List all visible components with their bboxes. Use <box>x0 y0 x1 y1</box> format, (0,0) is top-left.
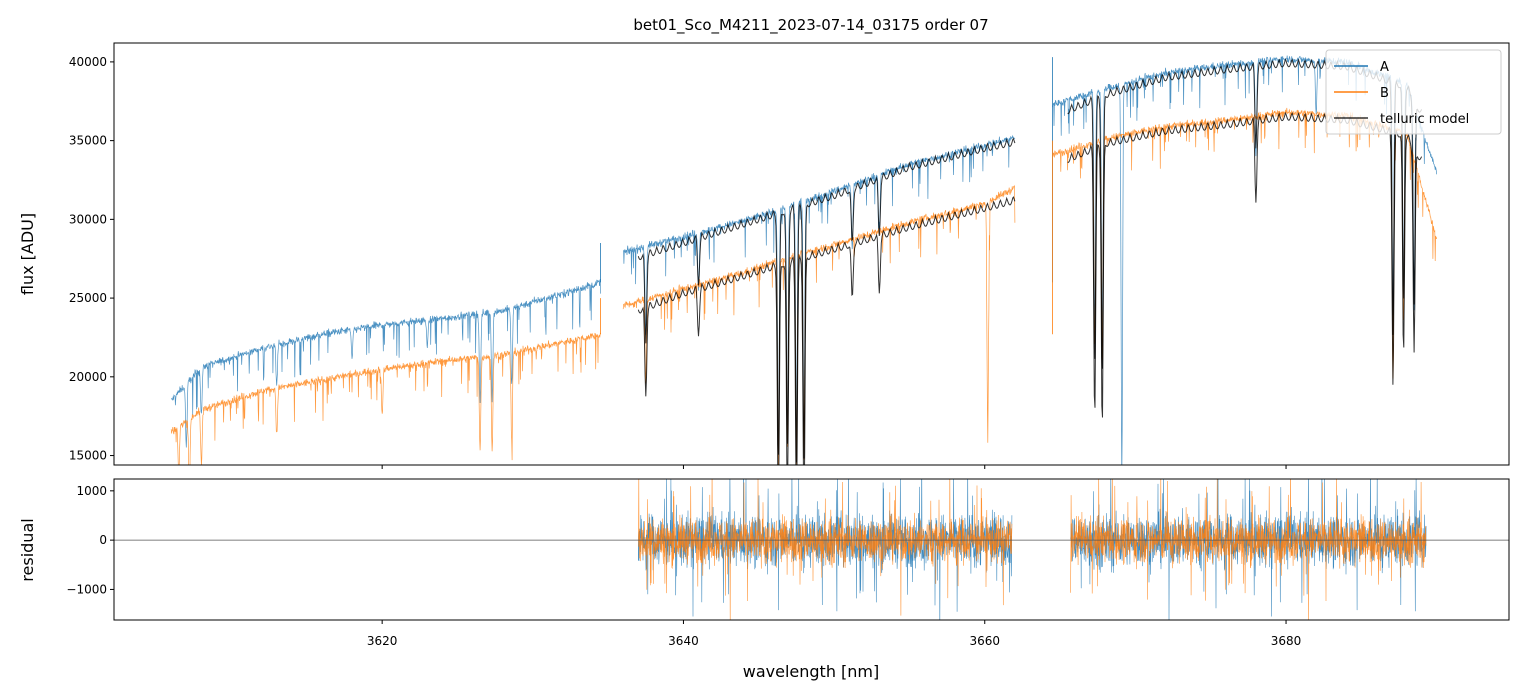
series-telluric-model-segment-1 <box>773 137 1016 463</box>
series-B-segment-2 <box>1052 107 1438 379</box>
wavelength-xtick-label: 3680 <box>1271 634 1302 648</box>
residual-B-segment-1 <box>1070 479 1427 620</box>
series-A-segment-0 <box>171 278 601 448</box>
residual-A-segment-1 <box>1070 479 1427 620</box>
wavelength-xtick-label: 3640 <box>668 634 699 648</box>
series-telluric-model-segment-3 <box>637 261 775 397</box>
series-telluric-model-segment-4 <box>773 196 1016 465</box>
wavelength-xtick-label: 3660 <box>969 634 1000 648</box>
residual-axes-frame <box>113 478 1510 621</box>
flux-ytick-label: 25000 <box>69 291 107 305</box>
flux-plot-area <box>170 55 1438 465</box>
residual-ytick-label: 1000 <box>76 484 107 498</box>
flux-ytick-label: 15000 <box>69 449 107 463</box>
residual-ytick-label: −1000 <box>66 582 107 596</box>
flux-axes-frame <box>113 42 1510 466</box>
legend-label-A: A <box>1380 60 1389 75</box>
residual-panel: −1000 0 1000 3620 3640 3660 3680 <box>66 478 1510 648</box>
chart-title: bet01_Sco_M4211_2023-07-14_03175 order 0… <box>633 16 988 35</box>
flux-ytick-label: 30000 <box>69 212 107 226</box>
flux-ytick-label: 40000 <box>69 55 107 69</box>
legend-box <box>1325 49 1502 135</box>
residual-ytick-label: 0 <box>99 533 107 547</box>
flux-ytick-label: 20000 <box>69 370 107 384</box>
flux-panel: 15000 20000 25000 30000 35000 40000 <box>69 42 1510 469</box>
series-B-segment-0 <box>170 332 601 465</box>
flux-axis-label: flux [ADU] <box>18 213 37 295</box>
series-telluric-model-segment-0 <box>637 209 775 344</box>
residual-plot-area <box>638 479 1427 620</box>
wavelength-xtick-label: 3620 <box>367 634 398 648</box>
series-B-segment-1 <box>622 184 1016 465</box>
residual-axis-label: residual <box>18 518 37 581</box>
flux-ytick-label: 35000 <box>69 134 107 148</box>
legend-label-B: B <box>1380 86 1389 101</box>
legend-label-telluric-model: telluric model <box>1380 112 1469 127</box>
wavelength-axis-label: wavelength [nm] <box>743 662 880 681</box>
